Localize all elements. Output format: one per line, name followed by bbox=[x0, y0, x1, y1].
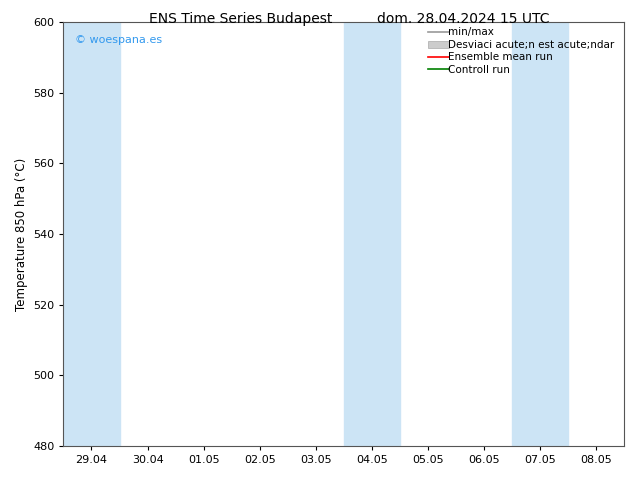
Text: © woespana.es: © woespana.es bbox=[75, 35, 162, 45]
Legend: min/max, Desviaci acute;n est acute;ndar, Ensemble mean run, Controll run: min/max, Desviaci acute;n est acute;ndar… bbox=[426, 25, 621, 77]
Text: ENS Time Series Budapest: ENS Time Series Budapest bbox=[149, 12, 333, 26]
Y-axis label: Temperature 850 hPa (°C): Temperature 850 hPa (°C) bbox=[15, 157, 27, 311]
Bar bbox=[344, 22, 400, 446]
Text: dom. 28.04.2024 15 UTC: dom. 28.04.2024 15 UTC bbox=[377, 12, 549, 26]
Bar bbox=[512, 22, 569, 446]
Bar bbox=[63, 22, 120, 446]
